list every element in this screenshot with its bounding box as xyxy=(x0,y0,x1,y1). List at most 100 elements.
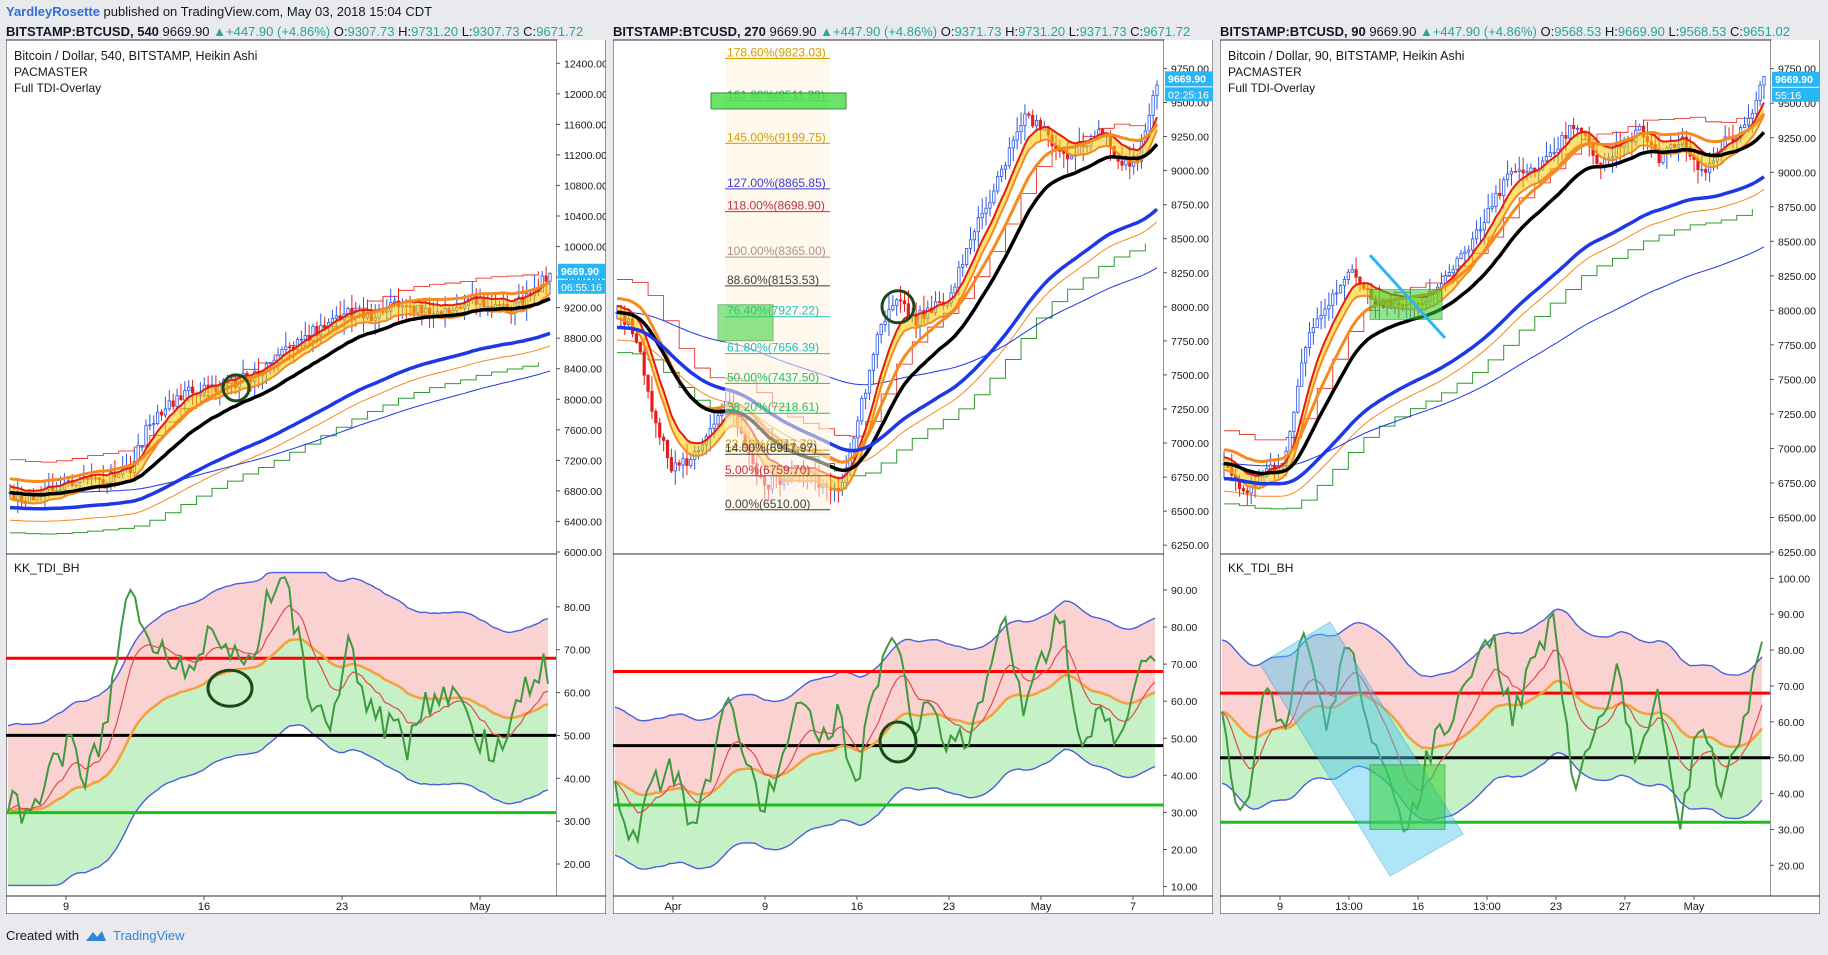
countdown-box xyxy=(558,279,606,294)
long-blue-ma xyxy=(9,370,551,494)
time-tick-label: 16 xyxy=(198,901,210,913)
candle xyxy=(1513,163,1517,173)
candle xyxy=(1517,156,1521,180)
fib-retracement: 178.60%(9823.03)161.80%(9511.39)145.00%(… xyxy=(710,45,916,514)
candle xyxy=(976,206,980,247)
fib-label: 14.00%(6917.97) xyxy=(725,441,817,455)
candle xyxy=(654,408,658,438)
pac-upper-line xyxy=(9,280,551,493)
candle xyxy=(1323,298,1327,329)
price-tick-label: 8000.00 xyxy=(1171,302,1209,314)
osc-tick-label: 10.00 xyxy=(1171,882,1197,894)
chart-svg: 9750.009500.009250.009000.008750.008500.… xyxy=(613,39,1213,914)
osc-tick-label: 40.00 xyxy=(1171,770,1197,782)
candle xyxy=(1292,410,1296,445)
price-tag-box xyxy=(1772,71,1820,87)
price-tick-label: 7000.00 xyxy=(1171,438,1209,450)
price-tick-label: 7750.00 xyxy=(1778,340,1816,352)
candle xyxy=(1007,137,1011,169)
countdown-box xyxy=(1772,87,1820,102)
price-tick-label: 6250.00 xyxy=(1778,547,1816,559)
candle xyxy=(864,389,868,410)
black-ma xyxy=(616,143,1159,473)
candle xyxy=(996,171,1000,195)
price-tick-label: 8000.00 xyxy=(564,394,602,406)
candle xyxy=(1311,318,1315,345)
candle xyxy=(677,459,681,472)
candle xyxy=(1147,103,1151,132)
candle xyxy=(1354,257,1358,286)
indicator-label: PACMASTER xyxy=(14,65,88,79)
time-tick-label: May xyxy=(1684,901,1705,913)
candle xyxy=(1031,109,1035,129)
tdi-upper-band-fill xyxy=(1222,609,1762,749)
price-tick-label: 6800.00 xyxy=(564,486,602,498)
time-tick-label: 9 xyxy=(1277,901,1283,913)
price-tick-label: 8750.00 xyxy=(1171,200,1209,212)
osc-tick-label: 60.00 xyxy=(1778,717,1804,729)
candle xyxy=(895,297,899,316)
candle xyxy=(1346,269,1350,285)
candle xyxy=(871,352,876,385)
candle xyxy=(1509,167,1514,186)
osc-highlight-circle xyxy=(206,668,254,708)
candle xyxy=(1742,116,1747,129)
close-value: 9671.72 xyxy=(536,24,584,39)
candle xyxy=(1342,276,1347,300)
chart-panel-270[interactable]: 9750.00 9500.00 9250.00 9000.00 8750.00 8500.… xyxy=(613,24,1213,914)
time-tick-label: 13:00 xyxy=(1473,901,1501,913)
candle xyxy=(148,414,152,431)
candle xyxy=(937,291,942,304)
price-tick-label: 6000.00 xyxy=(564,547,602,559)
price-pane xyxy=(1220,39,1772,555)
candle xyxy=(1544,141,1549,163)
fib-label: 88.60%(8153.53) xyxy=(727,273,819,287)
osc-tick-label: 20.00 xyxy=(1778,860,1804,872)
tdi-lower-band-fill xyxy=(1222,680,1762,821)
candle xyxy=(1758,80,1762,107)
osc-entry-box xyxy=(1369,764,1446,830)
orange-ma xyxy=(1223,112,1766,464)
candle xyxy=(984,196,988,226)
red-step-line xyxy=(10,271,539,463)
price-tick-label: 8750.00 xyxy=(1778,202,1816,214)
created-with-text: Created with xyxy=(6,928,79,943)
candle xyxy=(980,198,984,230)
tdi-lower-band-fill xyxy=(8,639,548,886)
thin-orange-band xyxy=(617,221,1158,464)
high-value: 9731.20 xyxy=(1018,24,1066,39)
price-tick-label: 7000.00 xyxy=(1778,443,1816,455)
candle xyxy=(875,331,879,369)
publish-text: published on TradingView.com, May 03, 20… xyxy=(99,4,433,19)
candle xyxy=(1303,345,1308,377)
candle xyxy=(1494,185,1498,213)
chart-panel-90[interactable]: 9750.00 9500.00 9250.00 9000.00 8750.00 8500.… xyxy=(1220,24,1820,914)
time-tick-label: 16 xyxy=(851,901,863,913)
candle xyxy=(167,389,171,412)
tdi-lower-band xyxy=(1221,751,1763,822)
long-blue-ma xyxy=(616,267,1158,386)
candle xyxy=(1307,321,1312,356)
candle xyxy=(1331,289,1335,319)
tradingview-brand-link[interactable]: TradingView xyxy=(112,928,185,943)
candle xyxy=(658,417,662,445)
candle xyxy=(1023,104,1027,141)
candle xyxy=(1327,292,1331,321)
price-tick-label: 7750.00 xyxy=(1171,336,1209,348)
tradingview-logo-icon xyxy=(85,930,106,941)
osc-tick-label: 70.00 xyxy=(1171,659,1197,671)
candle xyxy=(650,376,654,420)
price-tick-label: 8500.00 xyxy=(1171,234,1209,246)
candle xyxy=(171,393,175,411)
entry-box xyxy=(717,304,774,342)
chart-panel-540[interactable]: 12400.00 12000.00 11600.00 11200.00 10800.00… xyxy=(6,24,606,914)
symbol-name: BITSTAMP:BTCUSD xyxy=(1220,24,1344,39)
candle xyxy=(175,388,179,411)
author-link[interactable]: YardleyRosette xyxy=(6,4,100,19)
publish-header: YardleyRosette published on TradingView.… xyxy=(6,4,432,19)
candle xyxy=(156,404,160,426)
time-tick-label: 16 xyxy=(1412,901,1424,913)
candle xyxy=(1335,279,1339,306)
candle xyxy=(1471,231,1475,256)
tdi-lower-band xyxy=(614,748,1156,870)
